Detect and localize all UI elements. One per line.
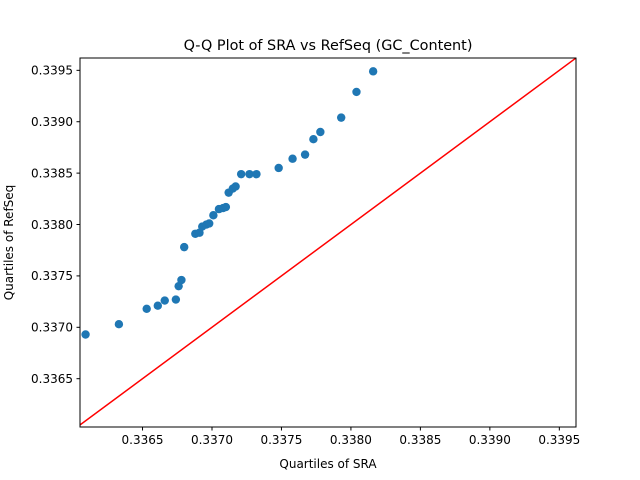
x-tick-label: 0.3375: [260, 433, 302, 447]
data-point: [81, 330, 90, 339]
data-point: [205, 219, 214, 228]
data-point: [171, 295, 181, 304]
data-point: [142, 304, 151, 313]
chart-title: Q-Q Plot of SRA vs RefSeq (GC_Content): [184, 38, 473, 54]
data-point: [209, 211, 218, 220]
data-point: [153, 301, 163, 310]
data-point: [245, 169, 254, 179]
y-tick-label: 0.3380: [31, 218, 73, 232]
data-point: [231, 182, 240, 191]
y-tick-label: 0.3385: [31, 166, 73, 180]
x-tick-label: 0.3395: [538, 433, 580, 447]
plot-frame: [79, 57, 577, 428]
data-point: [177, 275, 186, 285]
y-tick-label: 0.3390: [31, 115, 73, 129]
data-point: [288, 154, 297, 163]
x-tick-label: 0.3385: [399, 433, 441, 447]
x-tick-label: 0.3365: [122, 433, 164, 447]
data-point: [114, 320, 124, 329]
y-axis: 0.3365 0.3370 0.3375 0.3380 0.3385 0.3390 0.33…: [31, 64, 80, 386]
x-tick-label: 0.3390: [469, 433, 511, 447]
plot-area: [80, 58, 576, 426]
data-point: [336, 113, 346, 122]
reference-line: [80, 58, 576, 426]
data-point: [352, 87, 361, 97]
data-point: [236, 169, 246, 179]
data-point: [180, 242, 189, 252]
x-axis: 0.3365 0.3370 0.3375 0.3380 0.3385 0.3390 0.33…: [122, 427, 580, 447]
x-tick-label: 0.3380: [330, 433, 372, 447]
data-point: [252, 169, 261, 179]
y-tick-label: 0.3370: [31, 321, 73, 335]
y-tick-label: 0.3365: [31, 372, 73, 386]
y-tick-label: 0.3395: [31, 64, 73, 78]
data-point: [316, 127, 325, 137]
data-point: [368, 67, 378, 76]
x-axis-label: Quartiles of SRA: [279, 457, 377, 471]
x-tick-label: 0.3370: [191, 433, 233, 447]
y-axis-label: Quartiles of RefSeq: [2, 185, 16, 301]
y-tick-label: 0.3375: [31, 269, 73, 283]
data-point: [221, 202, 231, 212]
data-point: [309, 135, 318, 144]
data-point: [300, 150, 310, 159]
data-point: [160, 296, 169, 305]
data-point: [274, 163, 283, 173]
